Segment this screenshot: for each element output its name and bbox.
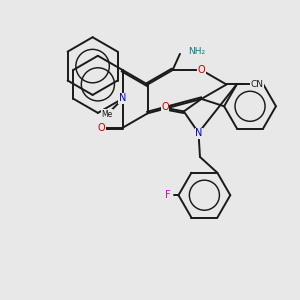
Text: N: N <box>119 93 126 103</box>
Text: O: O <box>161 102 169 112</box>
Text: O: O <box>198 65 205 75</box>
Text: NH₂: NH₂ <box>188 47 205 56</box>
Text: N: N <box>195 128 203 138</box>
Text: Me: Me <box>102 110 113 119</box>
Text: CN: CN <box>251 80 264 89</box>
Text: F: F <box>165 190 171 200</box>
Text: O: O <box>98 123 105 133</box>
